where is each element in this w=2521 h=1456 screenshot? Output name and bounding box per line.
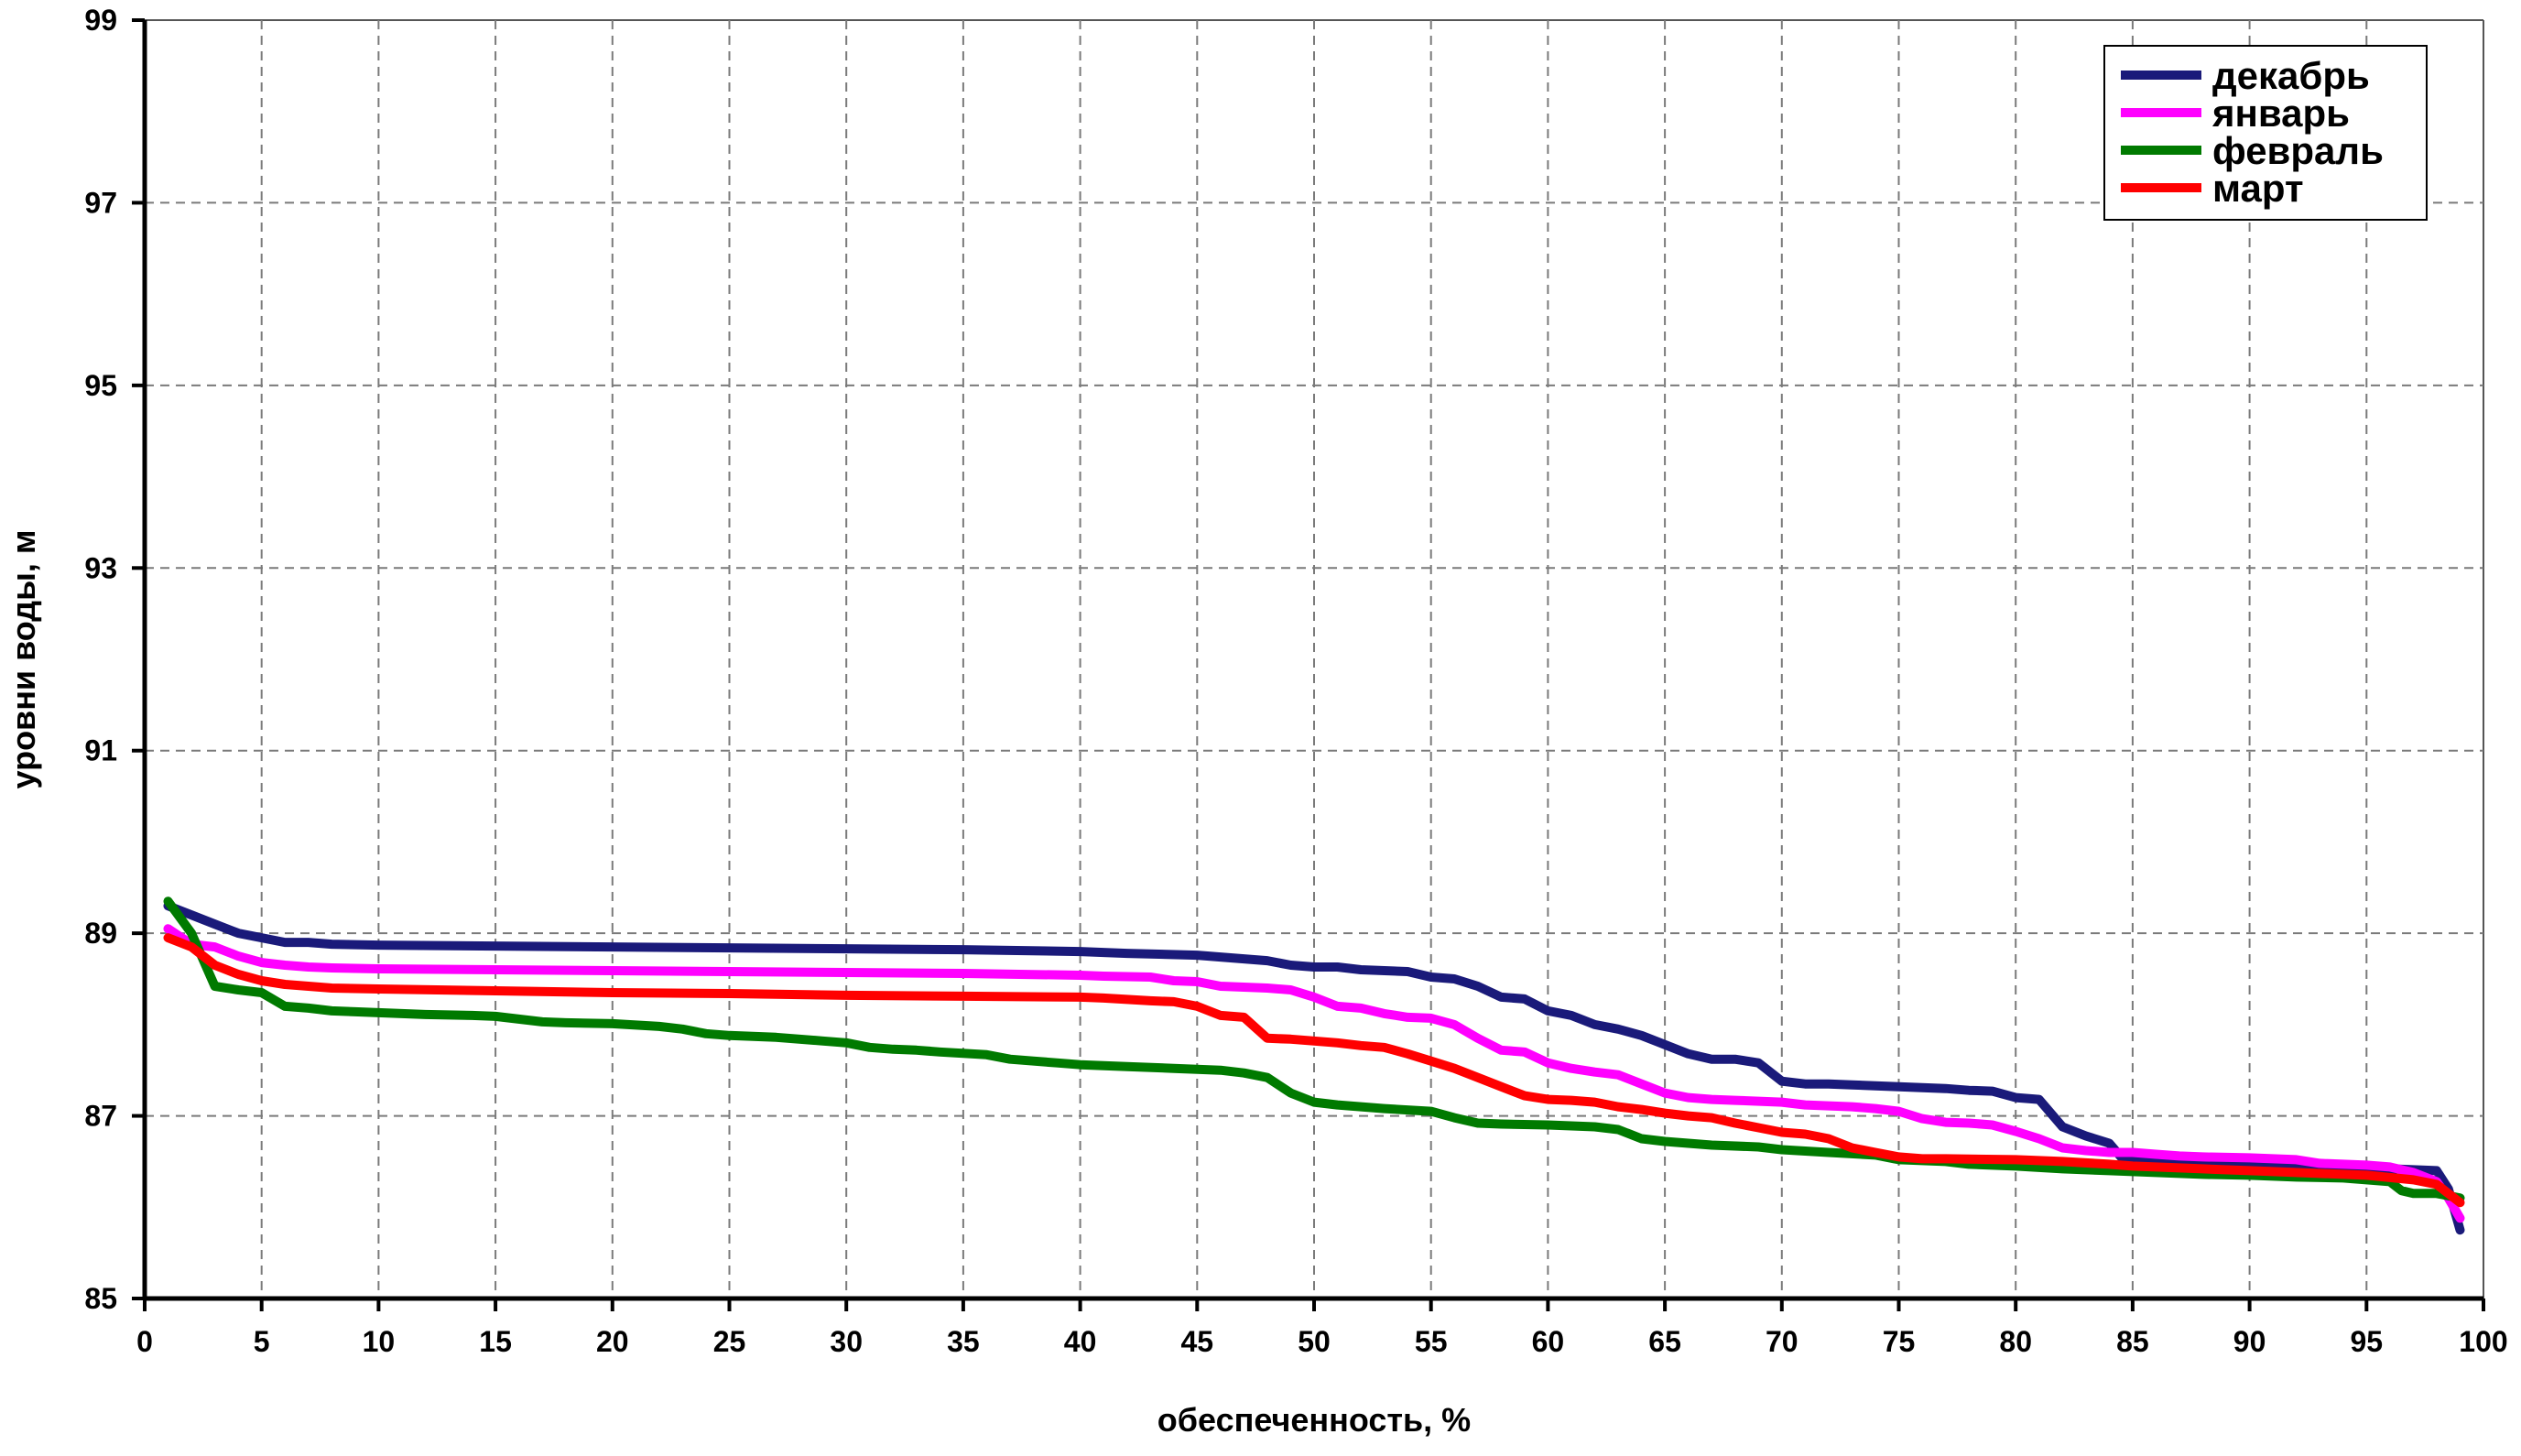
x-tick-label: 10 [363,1325,396,1358]
x-tick-label: 15 [479,1325,512,1358]
x-tick-label: 50 [1298,1325,1331,1358]
series-line-2 [163,924,2465,1223]
x-tick-label: 90 [2233,1325,2266,1358]
series-line-3 [163,896,2465,1203]
x-tick-label: 100 [2459,1325,2507,1358]
x-tick-label: 20 [596,1325,629,1358]
y-tick-label: 95 [84,369,117,402]
series-line-4 [163,933,2465,1208]
series-line-1 [163,901,2465,1235]
legend-label: февраль [2212,129,2384,172]
y-tick-label: 97 [84,186,117,219]
x-tick-label: 95 [2351,1325,2384,1358]
y-tick-label: 87 [84,1100,117,1133]
x-tick-label: 30 [830,1325,863,1358]
x-tick-label: 40 [1064,1325,1097,1358]
x-tick-label: 70 [1766,1325,1798,1358]
x-tick-label: 60 [1532,1325,1565,1358]
y-tick-label: 99 [84,4,117,37]
ticks: 0 5 10 15 20 25 30 35 40 45 50 55 60 65 70 75 80 85 90 95 10… [84,4,2507,1358]
x-tick-label: 0 [136,1325,153,1358]
y-tick-label: 85 [84,1282,117,1315]
x-tick-label: 55 [1415,1325,1448,1358]
x-tick-label: 75 [1883,1325,1916,1358]
y-tick-label: 91 [84,734,117,767]
x-tick-label: 25 [713,1325,746,1358]
x-tick-label: 45 [1181,1325,1214,1358]
x-tick-label: 80 [1999,1325,2032,1358]
legend-label: март [2212,167,2304,210]
x-tick-label: 5 [254,1325,270,1358]
y-tick-label: 93 [84,551,117,584]
series-lines [163,896,2465,1235]
x-tick-label: 65 [1648,1325,1681,1358]
legend-label: январь [2211,92,2350,135]
y-tick-label: 89 [84,917,117,950]
x-tick-label: 35 [947,1325,980,1358]
x-tick-label: 85 [2116,1325,2149,1358]
y-axis-title: уровни воды, м [5,530,42,789]
x-axis-title: обеспеченность, % [1157,1401,1471,1439]
legend-label: декабрь [2212,54,2370,97]
